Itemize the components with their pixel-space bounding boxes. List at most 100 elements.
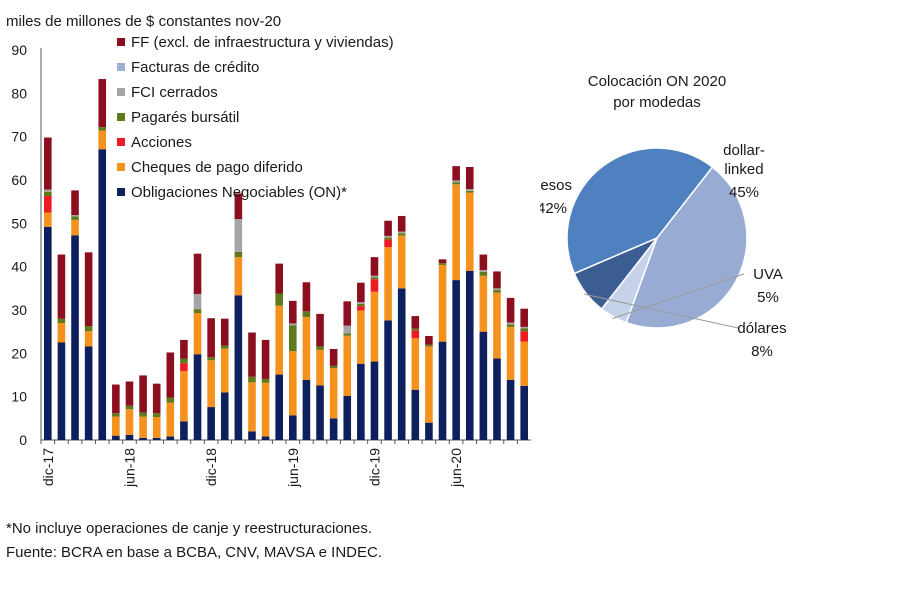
bar-segment-0 xyxy=(84,346,93,440)
bar-segment-0 xyxy=(98,149,107,440)
stacked-bar-chart: miles de millones de $ constantes nov-20… xyxy=(6,13,531,488)
bar-segment-2 xyxy=(520,331,528,342)
legend-entry: FF (excl. de infraestructura y viviendas… xyxy=(131,34,394,51)
bar-segment-6 xyxy=(234,193,243,219)
bar-segment-6 xyxy=(357,282,365,303)
bar-segment-3 xyxy=(370,277,379,280)
bar-segment-4 xyxy=(71,215,79,217)
pie-label: linked xyxy=(724,161,763,178)
bar-segment-0 xyxy=(316,385,324,440)
bar-segment-3 xyxy=(289,325,297,352)
bar-segment-3 xyxy=(180,358,188,364)
legend-swatch xyxy=(117,63,125,71)
bar-segment-1 xyxy=(370,291,379,362)
bar-segment-0 xyxy=(275,374,283,440)
bar-segment-4 xyxy=(479,270,488,272)
bar-segment-1 xyxy=(425,346,433,423)
pie-percent: 5% xyxy=(757,289,779,306)
bar-segment-3 xyxy=(302,311,311,317)
bar-segment-4 xyxy=(520,326,528,329)
y-tick-label: 70 xyxy=(11,129,27,145)
bar-segment-3 xyxy=(166,397,175,403)
bar-segment-3 xyxy=(84,326,93,332)
bar-segment-3 xyxy=(193,309,202,314)
bar-segment-3 xyxy=(520,328,528,332)
x-tick-label: dic-17 xyxy=(40,448,56,486)
legend-swatch xyxy=(117,138,125,146)
bar-segment-4 xyxy=(493,288,501,291)
bar-segment-3 xyxy=(506,324,515,327)
legend-swatch xyxy=(117,113,125,121)
bar-segment-6 xyxy=(44,137,52,190)
bar-segment-1 xyxy=(411,338,420,390)
bar-segment-1 xyxy=(139,416,147,438)
bar-segment-2 xyxy=(370,279,379,292)
y-tick-label: 10 xyxy=(11,389,27,405)
bar-segment-6 xyxy=(411,316,420,329)
x-tick-label: jun-20 xyxy=(448,448,464,488)
bar-segment-1 xyxy=(275,305,283,375)
bar-segment-6 xyxy=(207,318,215,358)
bar-segment-1 xyxy=(152,417,161,438)
bar-segment-0 xyxy=(125,434,134,440)
bar-segment-3 xyxy=(425,344,433,347)
y-tick-label: 0 xyxy=(19,432,27,448)
bar-segment-4 xyxy=(397,231,406,234)
bar-segment-0 xyxy=(438,341,447,440)
bar-segment-3 xyxy=(112,413,120,417)
bar-segment-3 xyxy=(152,413,161,418)
bar-segment-3 xyxy=(261,378,270,383)
bar-segment-4 xyxy=(506,322,515,325)
legend-entry: Facturas de crédito xyxy=(131,59,259,76)
bar-segment-1 xyxy=(98,130,107,150)
pie-label: UVA xyxy=(753,266,783,283)
bar-segment-6 xyxy=(139,375,147,413)
bar-segment-6 xyxy=(112,384,120,414)
pie-title: Colocación ON 2020 xyxy=(588,73,726,90)
bar-segment-6 xyxy=(465,167,474,190)
pie-percent: 8% xyxy=(751,343,773,360)
bar-segment-3 xyxy=(275,293,283,306)
y-tick-label: 60 xyxy=(11,172,27,188)
bar-segment-0 xyxy=(397,288,406,440)
bar-segment-3 xyxy=(411,328,420,331)
source-note: Fuente: BCRA en base a BCBA, CNV, MAVSA … xyxy=(6,544,383,561)
y-tick-label: 80 xyxy=(11,85,27,101)
bar-segment-6 xyxy=(343,301,352,326)
y-tick-label: 50 xyxy=(11,215,27,231)
bar-segment-0 xyxy=(44,226,52,440)
bar-segment-1 xyxy=(357,310,365,364)
bar-segment-2 xyxy=(411,330,420,339)
bar-segment-3 xyxy=(357,303,365,307)
bar-segment-1 xyxy=(452,184,460,281)
bar-segment-1 xyxy=(234,257,243,296)
bar-segment-1 xyxy=(220,348,229,393)
bar-segment-4 xyxy=(193,293,202,310)
bar-segment-3 xyxy=(248,376,256,383)
bar-segment-3 xyxy=(493,290,501,293)
bar-segment-6 xyxy=(329,349,338,366)
bar-segment-0 xyxy=(289,415,297,440)
legend-entry: Obligaciones Negociables (ON)* xyxy=(131,184,347,201)
y-tick-label: 30 xyxy=(11,302,27,318)
bar-segment-1 xyxy=(44,212,52,227)
bar-segment-1 xyxy=(166,402,175,437)
bar-segment-0 xyxy=(506,379,515,440)
bar-segment-3 xyxy=(343,333,352,336)
bar-segment-3 xyxy=(71,216,79,220)
bar-segment-6 xyxy=(452,166,460,181)
pie-leader-line xyxy=(584,293,739,329)
bar-segment-6 xyxy=(506,297,515,323)
bar-segment-6 xyxy=(438,259,447,264)
bar-segment-0 xyxy=(329,418,338,440)
bar-segment-6 xyxy=(248,332,256,377)
y-tick-label: 20 xyxy=(11,345,27,361)
bar-segment-0 xyxy=(493,358,501,440)
bar-segment-3 xyxy=(438,263,447,265)
bar-segment-6 xyxy=(166,352,175,398)
bar-segment-1 xyxy=(493,292,501,359)
bar-segment-0 xyxy=(112,435,120,440)
bar-segment-0 xyxy=(193,354,202,440)
bar-segment-6 xyxy=(220,318,229,346)
bar-segment-3 xyxy=(452,182,460,185)
